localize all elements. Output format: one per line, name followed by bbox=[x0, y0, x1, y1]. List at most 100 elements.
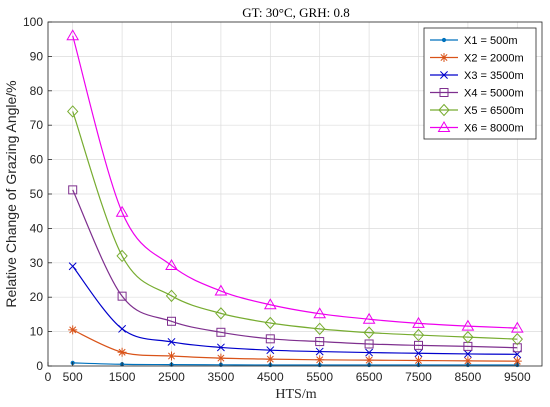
x-tick-label: 3500 bbox=[208, 370, 235, 384]
data-point bbox=[511, 332, 523, 346]
y-tick-label: 40 bbox=[30, 221, 44, 235]
data-point bbox=[266, 346, 275, 355]
data-point bbox=[116, 249, 128, 263]
data-point bbox=[117, 347, 127, 357]
legend-item: X2 = 2000m bbox=[430, 53, 524, 65]
x-axis-label: HTS/m bbox=[275, 387, 316, 402]
data-point bbox=[263, 298, 277, 310]
data-point bbox=[463, 350, 472, 358]
series-1 bbox=[70, 360, 520, 368]
x-tick-label: 0 bbox=[45, 370, 52, 384]
data-point bbox=[414, 355, 423, 365]
y-tick-label: 10 bbox=[30, 325, 44, 339]
y-tick-label: 60 bbox=[30, 153, 44, 167]
data-point bbox=[315, 355, 325, 365]
series-4 bbox=[68, 185, 522, 353]
x-tick-label: 6500 bbox=[356, 370, 383, 384]
x-tick-label: 4500 bbox=[257, 370, 284, 384]
data-point bbox=[412, 328, 425, 342]
data-point bbox=[315, 337, 325, 347]
series-6 bbox=[66, 29, 524, 333]
data-point bbox=[315, 347, 324, 356]
data-point bbox=[365, 348, 374, 357]
data-point bbox=[362, 312, 376, 324]
legend-item: X1 = 500m bbox=[430, 35, 518, 47]
x-tick-label: 2500 bbox=[158, 370, 185, 384]
data-point bbox=[216, 327, 226, 337]
data-point bbox=[264, 316, 276, 330]
series-2 bbox=[68, 325, 522, 366]
x-tick-label: 9500 bbox=[504, 370, 531, 384]
legend-label: X2 = 2000m bbox=[464, 53, 524, 65]
data-point bbox=[265, 334, 275, 344]
data-point bbox=[66, 29, 80, 41]
data-point bbox=[215, 307, 227, 320]
data-point bbox=[510, 321, 524, 333]
data-point bbox=[314, 322, 326, 336]
data-point bbox=[463, 356, 473, 366]
y-tick-label: 90 bbox=[30, 49, 44, 63]
data-point bbox=[68, 325, 78, 335]
data-point bbox=[167, 316, 176, 326]
series-3 bbox=[68, 262, 522, 359]
legend-swatch-marker bbox=[439, 88, 449, 97]
x-ticks: 0 500 1500 2500 3500 4500 5500 6500 7500 8500 9500 bbox=[45, 362, 531, 384]
data-point bbox=[512, 356, 522, 366]
legend-swatch-marker bbox=[437, 121, 451, 132]
data-point bbox=[167, 351, 176, 361]
data-point bbox=[412, 316, 425, 328]
data-point bbox=[118, 324, 127, 333]
data-point bbox=[414, 340, 423, 350]
y-tick-label: 100 bbox=[23, 15, 43, 29]
data-point bbox=[363, 326, 375, 339]
data-point bbox=[67, 105, 79, 118]
data-point bbox=[216, 343, 225, 352]
data-point bbox=[512, 343, 522, 353]
legend-item: X5 = 6500m bbox=[430, 103, 524, 117]
data-point bbox=[265, 354, 275, 364]
legend-swatch-marker bbox=[440, 71, 448, 79]
series-line bbox=[72, 111, 518, 340]
series-line bbox=[72, 362, 518, 366]
series-layer bbox=[66, 29, 524, 368]
data-point bbox=[364, 355, 374, 365]
data-point bbox=[214, 284, 228, 296]
legend-item: X6 = 8000m bbox=[430, 121, 524, 135]
series-line bbox=[72, 265, 518, 355]
legend-swatch-marker bbox=[441, 37, 447, 43]
data-point bbox=[414, 349, 423, 358]
data-point bbox=[165, 289, 178, 303]
data-point bbox=[117, 291, 127, 301]
y-tick-label: 50 bbox=[30, 187, 44, 201]
y-tick-label: 0 bbox=[36, 359, 43, 373]
y-tick-label: 80 bbox=[30, 84, 44, 98]
data-point bbox=[167, 337, 176, 346]
data-point bbox=[216, 353, 226, 363]
legend-label: X1 = 500m bbox=[464, 35, 518, 47]
x-tick-label: 5500 bbox=[306, 370, 333, 384]
data-point bbox=[462, 330, 474, 344]
y-ticks: 0 10 20 30 40 50 60 70 80 90 100 bbox=[23, 15, 52, 373]
data-point bbox=[364, 339, 374, 349]
x-tick-label: 7500 bbox=[405, 370, 432, 384]
legend-label: X6 = 8000m bbox=[464, 123, 524, 135]
x-tick-label: 1500 bbox=[109, 370, 136, 384]
data-point bbox=[68, 185, 78, 195]
data-point bbox=[68, 262, 77, 271]
y-tick-label: 20 bbox=[30, 290, 44, 304]
series-line bbox=[72, 189, 518, 349]
legend-swatch-marker bbox=[438, 103, 450, 117]
y-tick-label: 30 bbox=[30, 256, 44, 270]
legend-item: X3 = 3500m bbox=[430, 70, 524, 82]
chart-title: GT: 30°C, GRH: 0.8 bbox=[242, 5, 349, 20]
y-axis-label: Relative Change of Grazing Angle/% bbox=[3, 80, 19, 307]
legend-box bbox=[423, 27, 537, 140]
y-tick-label: 70 bbox=[30, 118, 44, 132]
series-line bbox=[72, 329, 518, 362]
data-point bbox=[313, 307, 327, 319]
legend-item: X4 = 5000m bbox=[430, 88, 524, 100]
x-tick-label: 500 bbox=[63, 370, 83, 384]
data-point bbox=[165, 259, 178, 271]
series-5 bbox=[67, 105, 523, 346]
